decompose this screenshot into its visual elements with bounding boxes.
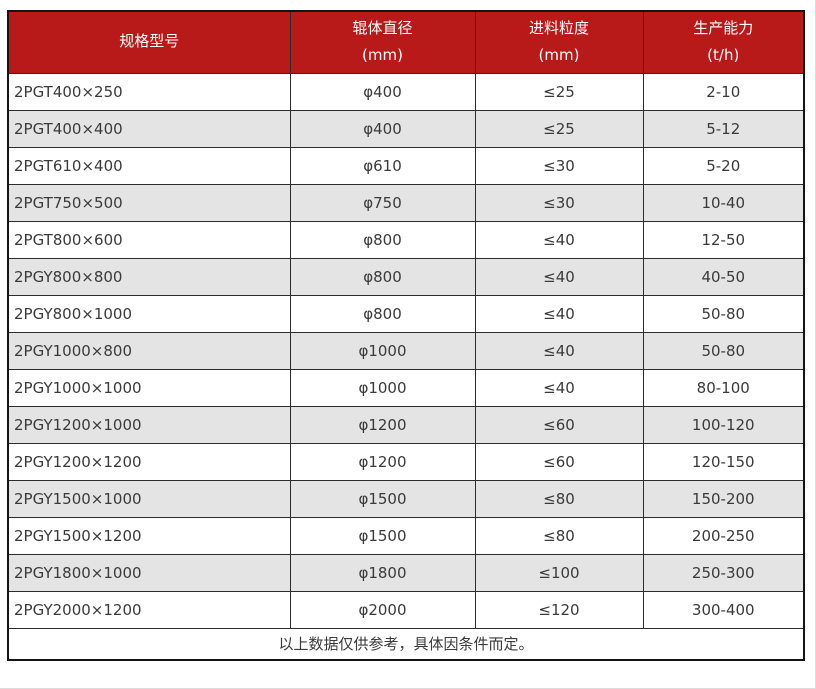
cell-model: 2PGY1000×800 [7,331,291,370]
column-title: 生产能力 [693,18,754,37]
cell-capacity: 5-12 [642,109,805,148]
table-row: 2PGY1000×1000 φ1000 ≤40 80-100 [7,368,805,407]
spec-table: 规格型号 辊体直径 (mm) 进料粒度 (mm) 生产能力 (t/h) 2PGT400×25… [7,10,805,661]
cell-roller-diameter: φ1500 [289,479,476,518]
table-row: 2PGY800×800 φ800 ≤40 40-50 [7,257,805,296]
cell-roller-diameter: φ610 [289,146,476,185]
cell-feed-size: ≤60 [474,442,644,481]
cell-roller-diameter: φ400 [289,109,476,148]
spec-table-footer: 以上数据仅供参考，具体因条件而定。 [7,627,805,661]
table-footnote: 以上数据仅供参考，具体因条件而定。 [7,627,805,661]
cell-feed-size: ≤40 [474,257,644,296]
cell-capacity: 50-80 [642,294,805,333]
cell-roller-diameter: φ1200 [289,442,476,481]
header-row: 规格型号 辊体直径 (mm) 进料粒度 (mm) 生产能力 (t/h) [7,10,805,74]
cell-roller-diameter: φ1800 [289,553,476,592]
spec-table-body: 2PGT400×250 φ400 ≤25 2-10 2PGT400×400 φ400 ≤25… [7,72,805,629]
cell-capacity: 2-10 [642,72,805,111]
table-row: 2PGT800×600 φ800 ≤40 12-50 [7,220,805,259]
cell-model: 2PGT800×600 [7,220,291,259]
column-header-model: 规格型号 [7,10,291,74]
table-row: 2PGY2000×1200 φ2000 ≤120 300-400 [7,590,805,629]
cell-feed-size: ≤100 [474,553,644,592]
cell-roller-diameter: φ400 [289,72,476,111]
table-row: 2PGT400×400 φ400 ≤25 5-12 [7,109,805,148]
cell-capacity: 10-40 [642,183,805,222]
column-title: 规格型号 [119,32,180,51]
cell-feed-size: ≤25 [474,109,644,148]
cell-capacity: 100-120 [642,405,805,444]
cell-model: 2PGY800×800 [7,257,291,296]
cell-capacity: 250-300 [642,553,805,592]
cell-roller-diameter: φ1000 [289,368,476,407]
cell-model: 2PGY1800×1000 [7,553,291,592]
cell-feed-size: ≤25 [474,72,644,111]
cell-capacity: 150-200 [642,479,805,518]
footnote-row: 以上数据仅供参考，具体因条件而定。 [7,627,805,661]
cell-feed-size: ≤80 [474,516,644,555]
cell-model: 2PGT750×500 [7,183,291,222]
table-row: 2PGY800×1000 φ800 ≤40 50-80 [7,294,805,333]
cell-model: 2PGY1000×1000 [7,368,291,407]
cell-model: 2PGT610×400 [7,146,291,185]
column-unit: (t/h) [707,46,740,65]
cell-model: 2PGY1500×1000 [7,479,291,518]
column-header-capacity: 生产能力 (t/h) [642,10,805,74]
cell-capacity: 50-80 [642,331,805,370]
cell-feed-size: ≤80 [474,479,644,518]
cell-model: 2PGY800×1000 [7,294,291,333]
cell-capacity: 12-50 [642,220,805,259]
table-row: 2PGT400×250 φ400 ≤25 2-10 [7,72,805,111]
cell-feed-size: ≤40 [474,331,644,370]
table-row: 2PGT750×500 φ750 ≤30 10-40 [7,183,805,222]
cell-model: 2PGT400×250 [7,72,291,111]
cell-roller-diameter: φ1200 [289,405,476,444]
table-row: 2PGY1500×1200 φ1500 ≤80 200-250 [7,516,805,555]
table-row: 2PGT610×400 φ610 ≤30 5-20 [7,146,805,185]
cell-roller-diameter: φ1500 [289,516,476,555]
cell-feed-size: ≤60 [474,405,644,444]
table-row: 2PGY1200×1000 φ1200 ≤60 100-120 [7,405,805,444]
cell-capacity: 200-250 [642,516,805,555]
cell-feed-size: ≤30 [474,183,644,222]
column-title: 进料粒度 [528,18,589,37]
cell-roller-diameter: φ800 [289,220,476,259]
table-row: 2PGY1200×1200 φ1200 ≤60 120-150 [7,442,805,481]
column-header-roller-diameter: 辊体直径 (mm) [289,10,476,74]
cell-feed-size: ≤40 [474,368,644,407]
column-unit: (mm) [362,46,403,65]
cell-feed-size: ≤40 [474,220,644,259]
cell-model: 2PGY2000×1200 [7,590,291,629]
cell-capacity: 5-20 [642,146,805,185]
cell-feed-size: ≤40 [474,294,644,333]
cell-capacity: 300-400 [642,590,805,629]
cell-capacity: 40-50 [642,257,805,296]
table-row: 2PGY1500×1000 φ1500 ≤80 150-200 [7,479,805,518]
column-header-feed-size: 进料粒度 (mm) [474,10,644,74]
cell-roller-diameter: φ1000 [289,331,476,370]
cell-roller-diameter: φ800 [289,294,476,333]
cell-feed-size: ≤120 [474,590,644,629]
cell-model: 2PGT400×400 [7,109,291,148]
cell-model: 2PGY1500×1200 [7,516,291,555]
cell-roller-diameter: φ750 [289,183,476,222]
table-row: 2PGY1000×800 φ1000 ≤40 50-80 [7,331,805,370]
cell-model: 2PGY1200×1000 [7,405,291,444]
column-unit: (mm) [538,46,580,65]
cell-roller-diameter: φ2000 [289,590,476,629]
spec-table-header: 规格型号 辊体直径 (mm) 进料粒度 (mm) 生产能力 (t/h) [7,10,805,74]
cell-model: 2PGY1200×1200 [7,442,291,481]
table-row: 2PGY1800×1000 φ1800 ≤100 250-300 [7,553,805,592]
cell-capacity: 120-150 [642,442,805,481]
cell-feed-size: ≤30 [474,146,644,185]
column-title: 辊体直径 [352,18,413,37]
cell-capacity: 80-100 [642,368,805,407]
cell-roller-diameter: φ800 [289,257,476,296]
